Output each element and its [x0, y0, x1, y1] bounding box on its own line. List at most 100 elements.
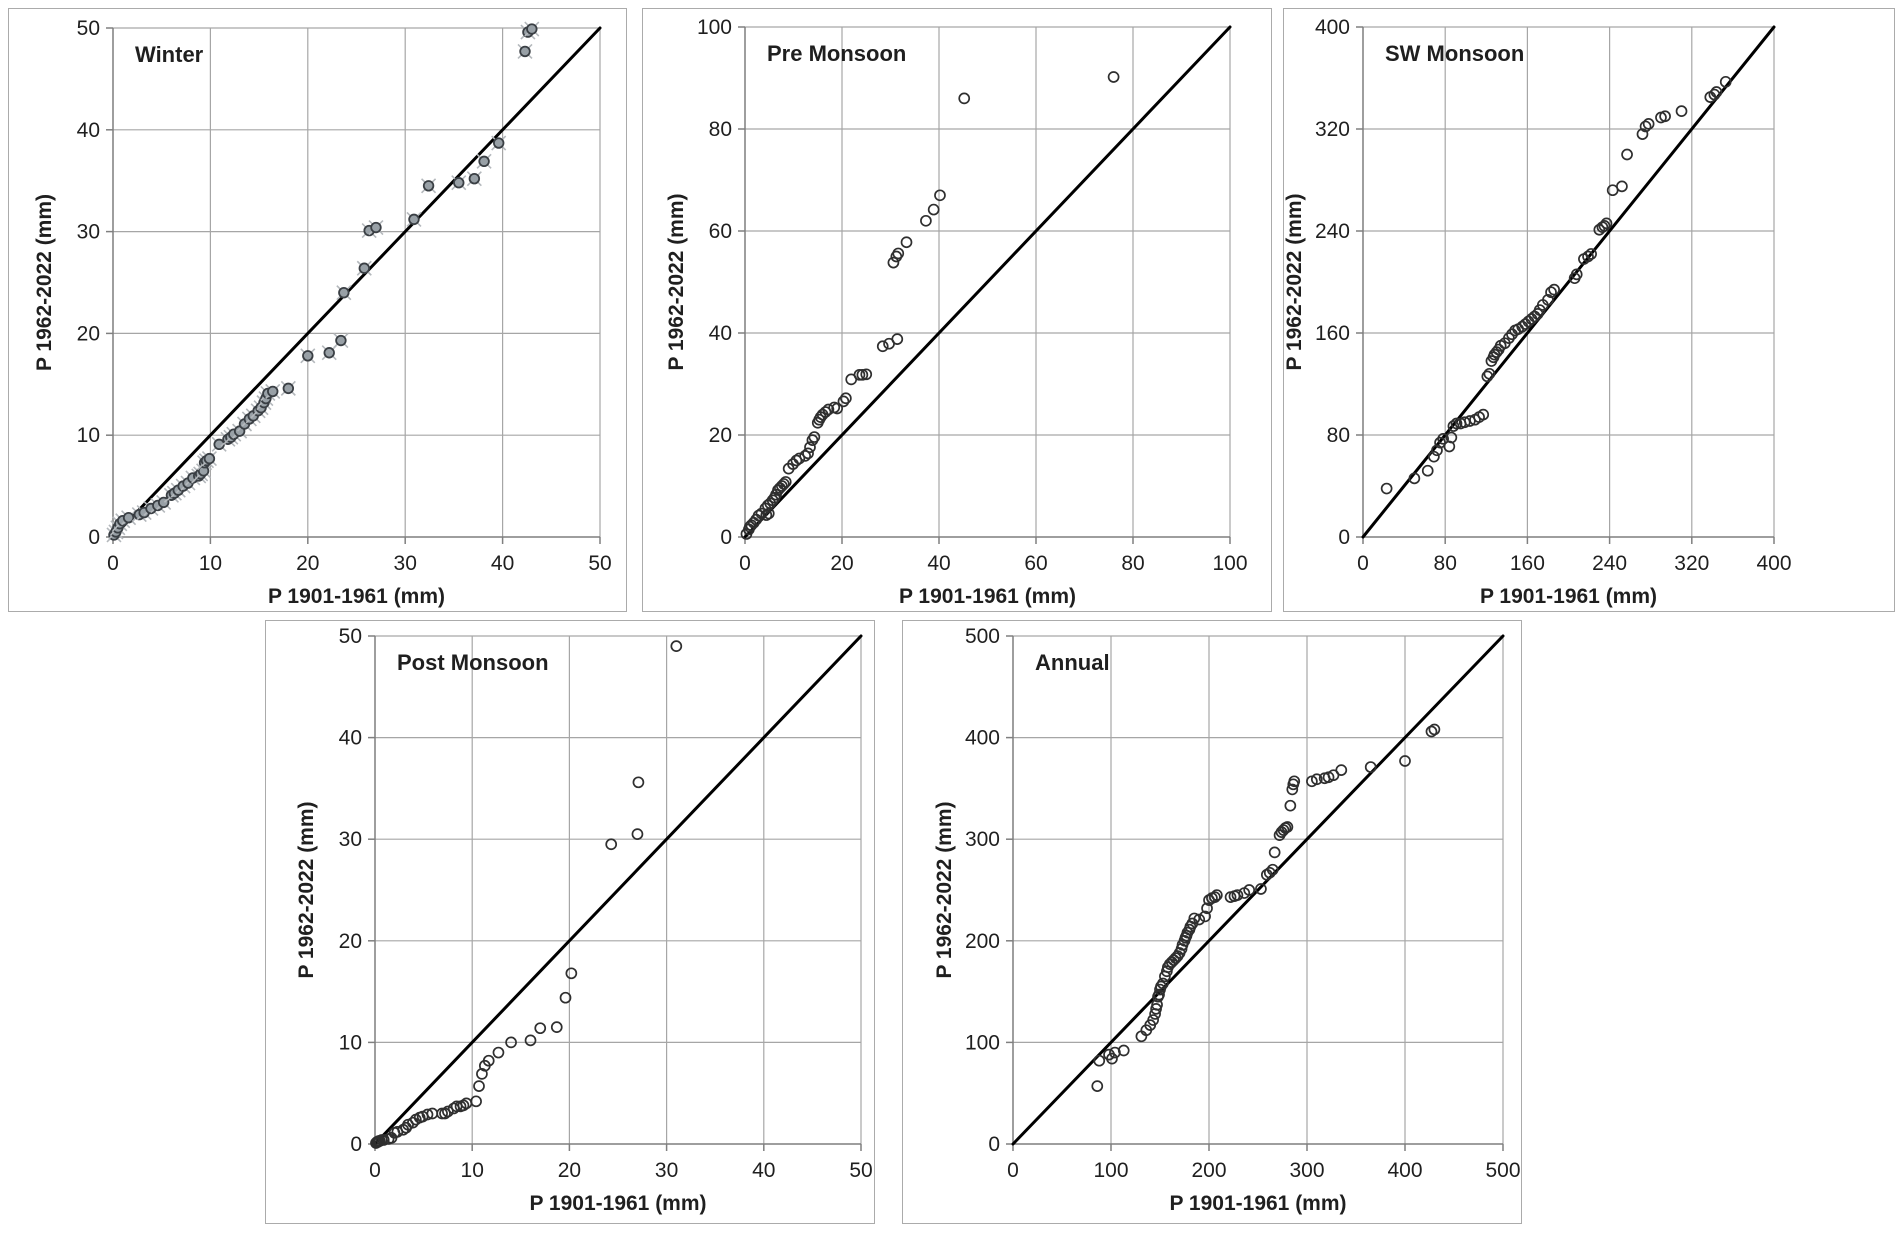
data-point	[934, 189, 946, 202]
data-point	[534, 1022, 547, 1035]
data-point	[1193, 913, 1206, 926]
data-point	[887, 256, 900, 269]
data-point	[1157, 977, 1169, 990]
data-point	[524, 1034, 537, 1047]
data-point	[526, 23, 538, 35]
x-axis-label: P 1901-1961 (mm)	[268, 585, 445, 608]
x-tick-label: 400	[1756, 552, 1791, 575]
panel-pre-monsoon: 0 20 40 60 80 100 0 20 40 60 80 100 Pre Monsoon P 190…	[642, 8, 1272, 612]
data-point	[1286, 783, 1299, 796]
y-tick-label: 200	[965, 930, 1000, 953]
y-tick-label: 0	[88, 526, 100, 549]
data-point	[1719, 75, 1732, 88]
x-tick-label: 400	[1387, 1159, 1422, 1182]
data-point	[1147, 1014, 1159, 1026]
data-point	[831, 402, 843, 415]
x-tick-label: 240	[1592, 552, 1627, 575]
data-point	[670, 640, 683, 653]
data-point	[1548, 283, 1560, 296]
x-tick-label: 60	[1024, 552, 1047, 575]
data-point	[1445, 431, 1458, 444]
data-point	[1281, 821, 1294, 833]
data-point	[1117, 1044, 1130, 1057]
data-point	[1243, 884, 1256, 896]
y-tick-label: 320	[1315, 118, 1350, 141]
data-point	[421, 1108, 434, 1121]
data-point	[1421, 464, 1434, 477]
data-point	[468, 172, 481, 185]
data-point	[203, 452, 216, 465]
data-point	[1598, 220, 1611, 232]
x-tick-label: 80	[1434, 552, 1457, 575]
one-to-one-line	[743, 25, 1232, 539]
y-tick-label: 160	[1315, 322, 1350, 345]
data-point	[1570, 268, 1583, 281]
data-point	[1091, 1080, 1104, 1092]
panel-post-monsoon: 0 10 20 30 40 50 0 10 20 30 40 50 Post Monsoon P 1901…	[265, 620, 875, 1224]
data-point	[779, 476, 792, 488]
data-point	[550, 1021, 563, 1034]
data-point	[1708, 88, 1721, 101]
data-point	[892, 247, 905, 260]
panel-title: Annual	[1035, 650, 1110, 675]
x-tick-label: 30	[394, 552, 417, 575]
x-tick-label: 50	[588, 552, 611, 575]
y-tick-label: 0	[720, 526, 732, 549]
chart-canvas: 0 10 20 30 40 50 0 10 20 30 40 50 Post Monsoon P 1901…	[295, 625, 873, 1215]
y-tick-label: 30	[339, 828, 362, 851]
x-tick-label: 20	[558, 1159, 581, 1182]
data-point	[793, 452, 806, 465]
y-tick-label: 400	[1315, 16, 1350, 39]
data-point	[1210, 889, 1223, 901]
data-point	[1268, 846, 1281, 859]
x-tick-label: 50	[849, 1159, 872, 1182]
panel-title: Pre Monsoon	[767, 41, 906, 66]
y-tick-label: 40	[77, 119, 100, 142]
data-point	[777, 478, 790, 490]
x-tick-label: 320	[1674, 552, 1709, 575]
x-tick-label: 300	[1289, 1159, 1324, 1182]
x-tick-label: 0	[1357, 552, 1369, 575]
data-point	[1585, 248, 1597, 260]
x-tick-label: 500	[1485, 1159, 1520, 1182]
data-point	[1209, 891, 1221, 903]
data-point	[822, 403, 835, 416]
data-point	[122, 511, 135, 524]
data-point	[1616, 180, 1628, 193]
y-tick-label: 20	[77, 322, 100, 345]
panel-sw-monsoon: 0 80 160 240 320 400 0 80 160 240 320 400 SW Monsoon…	[1283, 8, 1895, 612]
x-tick-label: 0	[739, 552, 751, 575]
data-point	[1659, 110, 1671, 123]
x-axis-label: P 1901-1961 (mm)	[899, 585, 1076, 608]
data-point	[1477, 408, 1490, 421]
x-tick-label: 40	[752, 1159, 775, 1182]
data-point	[1106, 1052, 1118, 1065]
chart-canvas: 0 10 20 30 40 50 0 10 20 30 40 50 Winter P 1901-1961 …	[33, 17, 612, 608]
chart-canvas: 0 20 40 60 80 100 0 20 40 60 80 100 Pre Monsoon P 190…	[665, 16, 1248, 608]
x-tick-label: 100	[1212, 552, 1247, 575]
data-point	[799, 450, 811, 462]
panel-title: SW Monsoon	[1385, 41, 1524, 66]
data-point	[860, 368, 873, 381]
y-axis-label: P 1962-2022 (mm)	[1284, 193, 1306, 370]
data-point	[422, 180, 435, 192]
y-tick-label: 300	[965, 828, 1000, 851]
y-tick-label: 40	[339, 727, 362, 750]
data-point	[1310, 773, 1323, 786]
y-tick-label: 80	[1327, 424, 1350, 447]
data-point	[1636, 128, 1649, 140]
data-point	[1408, 472, 1421, 485]
y-tick-label: 60	[709, 220, 732, 243]
x-tick-label: 160	[1510, 552, 1545, 575]
data-point	[891, 333, 904, 345]
x-tick-label: 0	[107, 552, 119, 575]
data-point	[1364, 761, 1377, 773]
x-tick-label: 10	[199, 552, 222, 575]
data-point	[1093, 1054, 1106, 1067]
panel-title: Post Monsoon	[397, 650, 549, 675]
x-tick-label: 40	[927, 552, 950, 575]
y-axis-label: P 1962-2022 (mm)	[665, 193, 688, 370]
data-point	[1255, 883, 1267, 895]
data-point	[482, 1054, 495, 1067]
one-to-one-line	[373, 634, 863, 1146]
